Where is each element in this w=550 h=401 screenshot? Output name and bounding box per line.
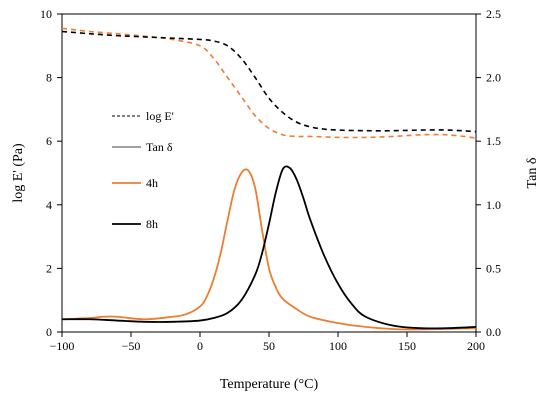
y-right-tick-label: 0.0	[486, 325, 501, 339]
y-left-axis-title: log E' (Pa)	[11, 143, 26, 203]
legend-label: 4h	[146, 176, 158, 190]
series-line-log-e-8h	[61, 30, 477, 133]
y-left-tick-label: 2	[46, 261, 52, 275]
x-tick-label: −50	[122, 339, 141, 353]
y-left-tick-label: 6	[46, 134, 52, 148]
y-right-tick-label: 2.0	[486, 71, 501, 85]
y-right-tick-label: 0.5	[486, 261, 501, 275]
y-right-tick-label: 1.5	[486, 134, 501, 148]
series-layer	[61, 27, 477, 331]
y-right-tick-label: 2.5	[486, 7, 501, 21]
x-tick-label: 50	[263, 339, 275, 353]
legend-label: log E'	[146, 109, 174, 123]
x-axis-title: Temperature (°C)	[220, 377, 319, 392]
x-tick-label: 150	[398, 339, 416, 353]
x-tick-label: 100	[329, 339, 347, 353]
y-left-tick-label: 4	[46, 198, 52, 212]
legend-label: 8h	[146, 217, 158, 231]
series-line-log-e-4h	[61, 27, 477, 139]
y-left-tick-label: 10	[40, 7, 52, 21]
legend: log E' Tan δ 4h 8h	[112, 109, 174, 231]
y-right-axis-ticks: 0.0 0.5 1.0 1.5 2.0 2.5	[476, 7, 501, 339]
y-left-tick-label: 0	[46, 325, 52, 339]
x-axis-ticks: −100 −50 0 50 100 150 200	[50, 332, 485, 353]
x-tick-label: 200	[467, 339, 485, 353]
series-line-tan-4h	[61, 168, 477, 331]
series-line-tan-8h	[61, 165, 477, 330]
plot-frame	[61, 13, 477, 333]
x-tick-label: 0	[197, 339, 203, 353]
x-tick-label: −100	[50, 339, 75, 353]
y-right-tick-label: 1.0	[486, 198, 501, 212]
y-left-tick-label: 8	[46, 71, 52, 85]
y-right-axis-title: Tan δ	[525, 157, 540, 188]
legend-label: Tan δ	[146, 140, 173, 154]
y-left-axis-ticks: 0 2 4 6 8 10	[40, 7, 62, 339]
